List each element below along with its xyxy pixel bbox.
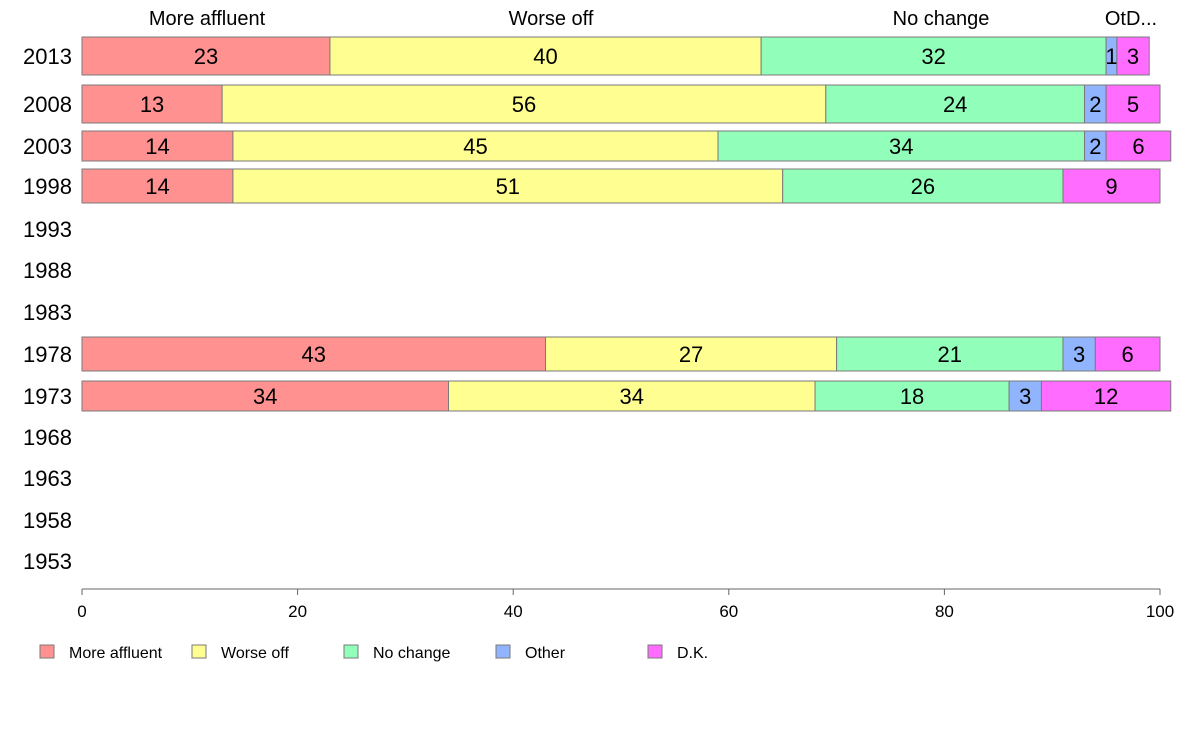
top-label: OtD... — [1105, 8, 1157, 30]
bar-value-label: 45 — [463, 134, 487, 159]
bar-value-label: 5 — [1127, 92, 1139, 117]
bar-segment — [232, 130, 719, 162]
legend-label: Other — [525, 645, 566, 662]
bar-value-label: 13 — [140, 92, 164, 117]
year-label: 1968 — [23, 425, 72, 450]
legend-swatch — [647, 644, 663, 659]
bar-value-label: 34 — [620, 384, 644, 409]
bar-segment — [81, 168, 234, 204]
bar-value-label: 23 — [194, 44, 218, 69]
bar-segment — [760, 36, 1107, 76]
bar-value-label: 3 — [1127, 44, 1139, 69]
bar-segment — [329, 36, 762, 76]
x-tick-label: 40 — [504, 602, 523, 621]
year-label: 1998 — [23, 174, 72, 199]
legend-swatch — [343, 644, 359, 659]
bar-value-label: 18 — [900, 384, 924, 409]
bar-segment — [1040, 380, 1172, 412]
year-label: 2008 — [23, 92, 72, 117]
bar-value-label: 6 — [1122, 342, 1134, 367]
bar-value-label: 40 — [533, 44, 557, 69]
bar-value-label: 12 — [1094, 384, 1118, 409]
bar-segment — [1062, 168, 1161, 204]
year-label: 1983 — [23, 300, 72, 325]
top-category-labels: More affluent Worse off No change OtD... — [149, 8, 1157, 30]
top-label: More affluent — [149, 8, 266, 30]
legend-label: No change — [373, 645, 450, 662]
bars-area: 23 40 32 1 313 56 24 2 514 45 34 2 614 51 26 943 27 21 3 63… — [81, 36, 1172, 412]
x-axis: 0 20 40 60 80 100 — [77, 588, 1174, 621]
bar-value-label: 2 — [1089, 134, 1101, 159]
x-tick-label: 0 — [77, 602, 86, 621]
bar-value-label: 14 — [145, 174, 169, 199]
bar-value-label: 27 — [679, 342, 703, 367]
legend-swatch — [39, 644, 55, 659]
year-label: 1953 — [23, 549, 72, 574]
legend-swatch — [191, 644, 207, 659]
bar-segment — [825, 84, 1086, 124]
bar-value-label: 9 — [1105, 174, 1117, 199]
bar-value-label: 51 — [496, 174, 520, 199]
bar-value-label: 3 — [1019, 384, 1031, 409]
bar-segment — [1105, 84, 1161, 124]
year-label: 2003 — [23, 134, 72, 159]
bar-value-label: 3 — [1073, 342, 1085, 367]
year-axis-labels: 2013 2008 2003 1998 1993 1988 1983 1978 1973 1968… — [23, 44, 72, 574]
x-tick-label: 100 — [1146, 602, 1174, 621]
bar-value-label: 2 — [1089, 92, 1101, 117]
bar-value-label: 43 — [302, 342, 326, 367]
bar-segment — [448, 380, 816, 412]
x-tick-label: 60 — [719, 602, 738, 621]
bar-value-label: 21 — [938, 342, 962, 367]
legend-label: More affluent — [69, 645, 163, 662]
bar-segment — [81, 36, 331, 76]
bar-value-label: 26 — [911, 174, 935, 199]
bar-value-label: 32 — [921, 44, 945, 69]
bar-segment — [81, 380, 450, 412]
year-label: 2013 — [23, 44, 72, 69]
bar-value-label: 24 — [943, 92, 967, 117]
bar-segment — [81, 84, 223, 124]
x-tick-label: 20 — [288, 602, 307, 621]
bar-value-label: 6 — [1132, 134, 1144, 159]
legend: More affluent Worse off No change Other D.K. — [39, 644, 708, 662]
bar-segment — [836, 336, 1064, 372]
bar-segment — [782, 168, 1064, 204]
year-label: 1993 — [23, 217, 72, 242]
bar-segment — [1105, 130, 1172, 162]
year-label: 1963 — [23, 466, 72, 491]
bar-segment — [717, 130, 1086, 162]
bar-segment — [81, 130, 234, 162]
year-label: 1958 — [23, 508, 72, 533]
bar-value-label: 56 — [512, 92, 536, 117]
bar-value-label: 1 — [1105, 44, 1117, 69]
year-label: 1988 — [23, 258, 72, 283]
bar-segment — [232, 168, 784, 204]
year-label: 1978 — [23, 342, 72, 367]
x-tick-label: 80 — [935, 602, 954, 621]
bar-value-label: 34 — [889, 134, 913, 159]
bar-segment — [81, 336, 547, 372]
legend-label: Worse off — [221, 645, 289, 662]
legend-label: D.K. — [677, 645, 708, 662]
bar-segment — [1008, 380, 1042, 412]
top-label: Worse off — [509, 8, 594, 30]
bar-segment — [1116, 36, 1150, 76]
year-label: 1973 — [23, 384, 72, 409]
legend-swatch — [495, 644, 511, 659]
bar-segment — [545, 336, 838, 372]
bar-segment — [221, 84, 827, 124]
bar-value-label: 34 — [253, 384, 277, 409]
bar-segment — [1094, 336, 1161, 372]
top-label: No change — [893, 8, 990, 30]
bar-value-label: 14 — [145, 134, 169, 159]
